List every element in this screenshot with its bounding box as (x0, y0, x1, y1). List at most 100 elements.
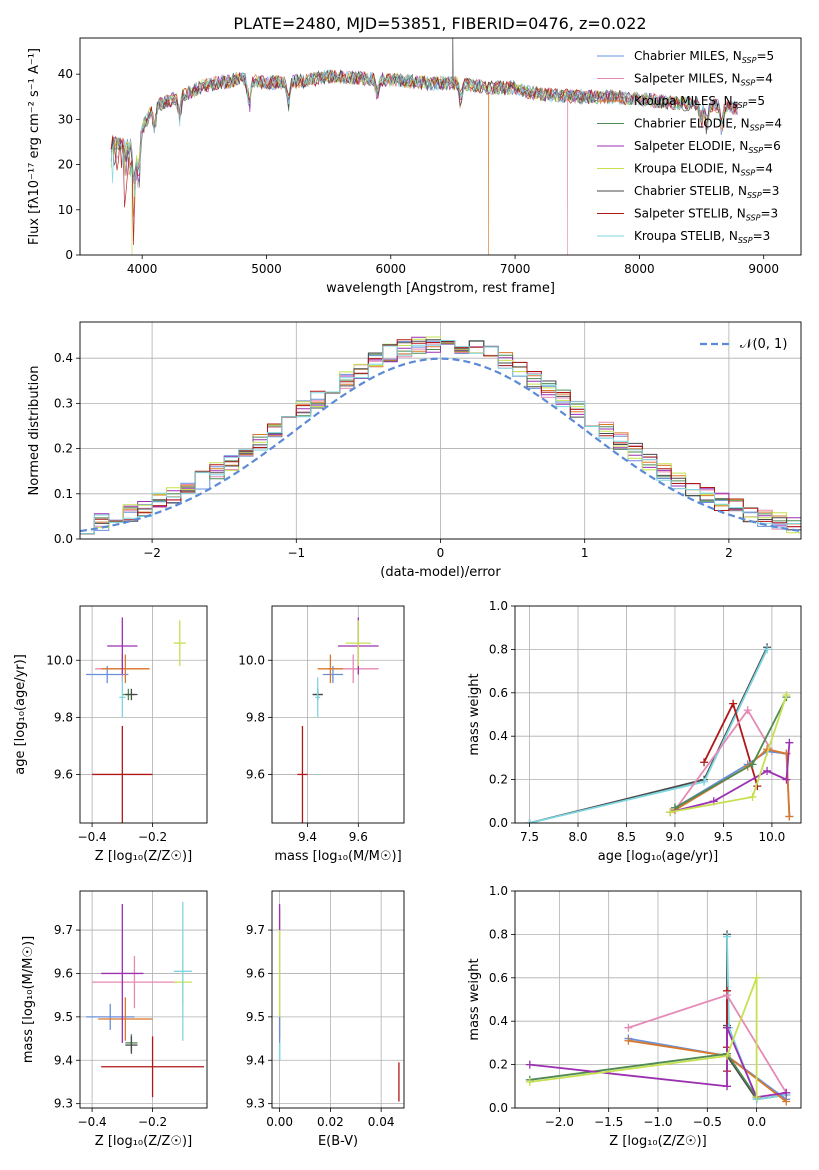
gaussian-curve (80, 357, 801, 533)
x-axis-label: Z [log₁₀(Z/Z☉)] (609, 1134, 706, 1149)
x-tick-label: 0.04 (368, 1115, 395, 1129)
x-axis-label: Z [log₁₀(Z/Z☉)] (95, 849, 192, 864)
series-marker (782, 775, 791, 784)
histograms (80, 336, 801, 539)
y-tick-label: 0.2 (489, 1058, 508, 1072)
series-marker (782, 690, 791, 699)
weight-lines (525, 643, 794, 823)
legend-entry: Salpeter STELIB, NSSP=3 (634, 207, 778, 223)
series-marker (723, 1023, 732, 1032)
legend-entry: Chabrier STELIB, NSSP=3 (634, 184, 779, 200)
y-tick-label: 30 (58, 112, 73, 126)
y-tick-label: 1.0 (489, 599, 508, 613)
x-tick-label: 9000 (748, 262, 779, 276)
histogram-step (80, 340, 801, 539)
legend-tail: =5 (747, 94, 765, 108)
series-marker (525, 1077, 534, 1086)
series-marker (748, 760, 757, 769)
series-marker (700, 777, 709, 786)
series-marker (752, 1093, 761, 1102)
series-marker (763, 766, 772, 775)
legend-subscript: SSP (747, 191, 762, 200)
legend-entry: Kroupa ELODIE, NSSP=4 (634, 162, 773, 178)
legend-entry: Salpeter ELODIE, NSSP=6 (634, 139, 781, 155)
axes-mass-vs-ebv: 0.00 0.02 0.04 9.3 9.4 9.5 9.6 9.7 E(B-V) (246, 890, 405, 1149)
axes-residuals: −2 −1 0 1 2 0.0 0.1 0.2 0.3 0.4 (data-model)/error… (27, 321, 802, 580)
x-tick-label: 0.02 (317, 1115, 344, 1129)
y-tick-label: 9.4 (54, 1053, 73, 1067)
series-line (529, 646, 768, 823)
y-axis-label: mass weight (467, 673, 482, 755)
y-axis-label: Normed distribution (27, 366, 42, 496)
x-tick-label: −1.0 (643, 1115, 672, 1129)
y-tick-label: 9.3 (246, 1097, 265, 1111)
x-tick-label: 9.6 (349, 830, 368, 844)
spectrum-line (110, 38, 738, 179)
y-tick-label: 9.8 (246, 710, 265, 724)
legend-entry: Chabrier ELODIE, NSSP=4 (634, 117, 782, 133)
series-marker (723, 1051, 732, 1060)
x-tick-label: 9.0 (665, 830, 684, 844)
x-tick-label: 9.4 (298, 830, 317, 844)
series-marker (782, 1088, 791, 1097)
x-tick-label: 2 (725, 546, 733, 560)
series-marker (748, 792, 757, 801)
x-tick-label: 8.0 (568, 830, 587, 844)
series-marker (782, 1097, 791, 1106)
y-tick-label: 0.4 (489, 1014, 508, 1028)
y-tick-label: 0.8 (489, 642, 508, 656)
x-tick-label: −0.2 (138, 1115, 167, 1129)
legend-text: Chabrier MILES, N (634, 49, 742, 63)
axes-frame (271, 890, 405, 1109)
errorbars (86, 901, 204, 1098)
x-tick-label: −0.2 (138, 830, 167, 844)
axes-mass-weight-vs-Z: −2.0 −1.5 −1.0 −0.5 0.0 0.0 0.2 0.4 0.6 0.8 1.0 Z [… (467, 884, 802, 1149)
legend-tail: =5 (756, 49, 774, 63)
series-line (529, 977, 758, 1098)
x-tick-label: 0.00 (266, 1115, 293, 1129)
y-tick-label: 0.6 (489, 686, 508, 700)
legend-tail: =6 (763, 139, 781, 153)
y-tick-label: 0.0 (489, 816, 508, 830)
x-tick-label: −0.5 (693, 1115, 722, 1129)
legend-text: Salpeter ELODIE, N (634, 139, 748, 153)
y-axis-label: mass [log₁₀(M/M☉)] (21, 936, 36, 1063)
axes-frame (514, 605, 802, 824)
x-tick-label: 0 (437, 546, 445, 560)
legend-tail: =4 (755, 162, 773, 176)
x-tick-label: 10.0 (759, 830, 786, 844)
spectrum-line (110, 69, 738, 246)
y-tick-label: 0.6 (489, 971, 508, 985)
series-marker (525, 1060, 534, 1069)
y-tick-label: 0.4 (54, 351, 73, 365)
y-tick-label: 10.0 (238, 653, 265, 667)
weight-lines (525, 930, 791, 1106)
axes-age-vs-mass: 9.4 9.6 9.6 9.8 10.0 mass [log₁₀(M/M☉)] (238, 605, 405, 864)
legend-tail: =4 (764, 117, 782, 131)
figure-title: PLATE=2480, MJD=53851, FIBERID=0476, z=0… (233, 14, 646, 33)
legend-entry: Salpeter MILES, NSSP=4 (634, 72, 773, 88)
legend-subscript: SSP (741, 169, 756, 178)
x-tick-label: −1 (287, 546, 305, 560)
y-tick-label: 10 (58, 203, 73, 217)
x-tick-label: 0.0 (747, 1115, 766, 1129)
legend-tail: =3 (762, 184, 780, 198)
legend-text: Salpeter MILES, N (634, 72, 741, 86)
errorbars (278, 904, 400, 1102)
series-line (529, 1052, 758, 1098)
series-marker (624, 1023, 633, 1032)
x-tick-label: 1 (581, 546, 589, 560)
x-axis-label: (data-model)/error (380, 565, 501, 580)
x-tick-label: −0.4 (78, 830, 107, 844)
y-tick-label: 10.0 (46, 653, 73, 667)
y-axis-label: Flux [fλ10⁻¹⁷ erg cm⁻² s⁻¹ A⁻¹] (27, 48, 42, 245)
legend-text: Chabrier STELIB, N (634, 184, 747, 198)
legend-text: Kroupa MILES, N (634, 94, 733, 108)
y-tick-label: 20 (58, 158, 73, 172)
series-marker (624, 1036, 633, 1045)
y-tick-label: 9.5 (246, 1010, 265, 1024)
series-marker (763, 645, 772, 654)
legend-entry: Kroupa STELIB, NSSP=3 (634, 229, 770, 245)
y-tick-label: 9.6 (54, 767, 73, 781)
